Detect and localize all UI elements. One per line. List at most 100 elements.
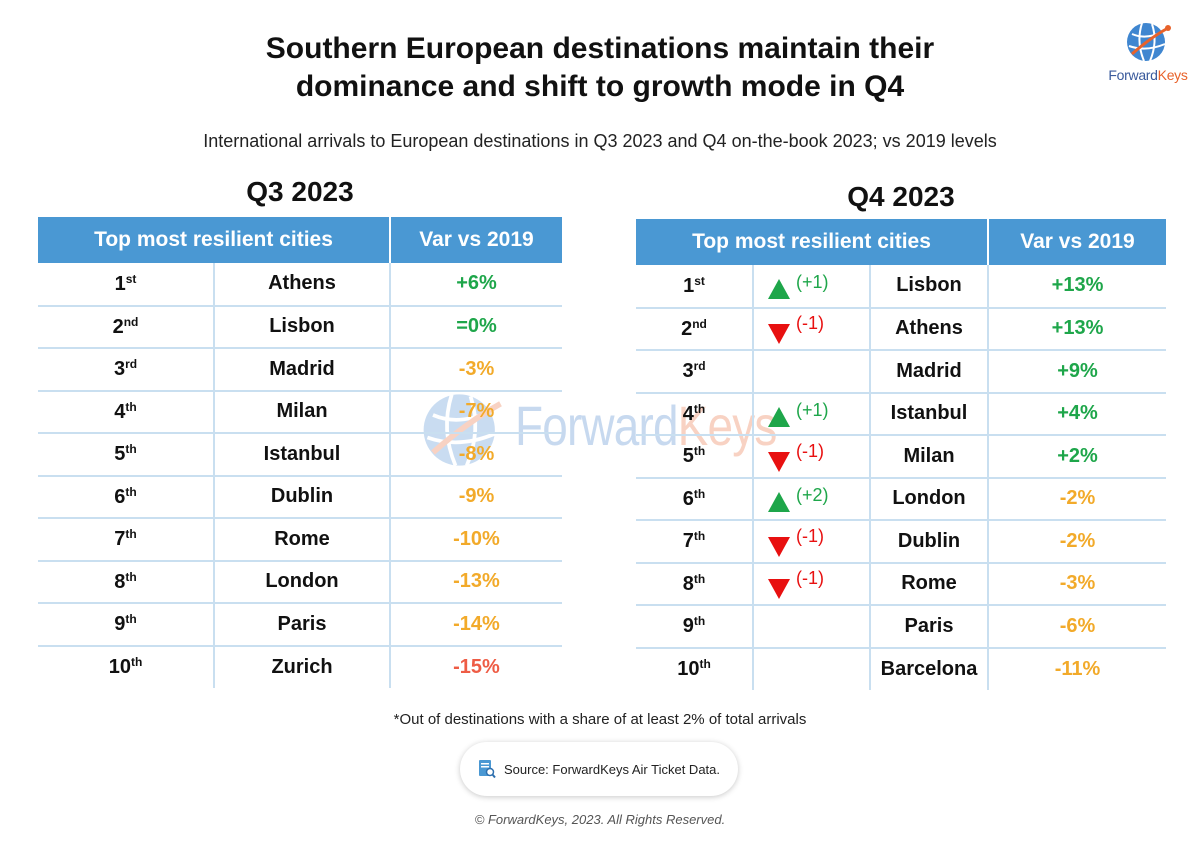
rank-number: 2 bbox=[112, 315, 124, 338]
q3-header-cities: Top most resilient cities bbox=[38, 217, 390, 263]
variance-cell: -3% bbox=[389, 348, 562, 392]
q4-header-var: Var vs 2019 bbox=[987, 219, 1166, 265]
rank-suffix: th bbox=[693, 486, 706, 501]
city-cell: London bbox=[213, 560, 390, 604]
rank-cell: 2nd bbox=[636, 307, 753, 351]
variance-cell: -2% bbox=[987, 520, 1166, 564]
rank-suffix: th bbox=[125, 484, 137, 499]
rank-change-label: (+1) bbox=[796, 400, 829, 421]
variance-cell: -14% bbox=[389, 603, 562, 647]
rank-suffix: th bbox=[125, 442, 137, 457]
city-cell: Rome bbox=[213, 518, 390, 562]
rank-change-cell: (-1) bbox=[752, 435, 870, 479]
rank-change-label: (-1) bbox=[796, 525, 824, 546]
variance-cell: -7% bbox=[389, 390, 562, 434]
table-row: 2nd Lisbon =0% bbox=[38, 305, 562, 349]
table-row: 2nd (-1) Athens +13% bbox=[636, 307, 1166, 351]
table-row: 4th (+1) Istanbul +4% bbox=[636, 392, 1166, 436]
rank-number: 10 bbox=[108, 656, 131, 679]
city-cell: Rome bbox=[869, 562, 988, 606]
triangle-up-icon bbox=[768, 407, 790, 428]
rank-suffix: th bbox=[693, 401, 706, 416]
variance-cell: +9% bbox=[987, 350, 1166, 394]
rank-suffix: nd bbox=[123, 314, 139, 329]
city-cell: Madrid bbox=[869, 350, 988, 394]
table-row: 5th (-1) Milan +2% bbox=[636, 435, 1166, 479]
rank-suffix: rd bbox=[693, 359, 706, 374]
rank-suffix: th bbox=[125, 569, 137, 584]
rank-number: 9 bbox=[682, 615, 694, 638]
table-row: 5th Istanbul -8% bbox=[38, 433, 562, 477]
table-row: 9th Paris -6% bbox=[636, 605, 1166, 649]
city-cell: Zurich bbox=[213, 645, 390, 688]
rank-number: 8 bbox=[682, 572, 694, 595]
chart-title: Southern European destinations maintain … bbox=[120, 30, 1080, 106]
q4-panel-title: Q4 2023 bbox=[847, 181, 955, 212]
city-cell: Lisbon bbox=[213, 305, 390, 349]
rank-suffix: th bbox=[693, 529, 706, 544]
variance-cell: =0% bbox=[389, 305, 562, 349]
variance-cell: +13% bbox=[987, 265, 1166, 309]
rank-cell: 3rd bbox=[636, 350, 753, 394]
rank-number: 1 bbox=[683, 274, 695, 297]
variance-cell: -15% bbox=[389, 645, 562, 688]
globe-icon bbox=[1127, 22, 1171, 62]
rank-change-cell: (-1) bbox=[752, 562, 870, 606]
rank-suffix: th bbox=[125, 612, 137, 627]
title-line-2: dominance and shift to growth mode in Q4 bbox=[295, 70, 905, 103]
rank-number: 1 bbox=[114, 272, 126, 295]
variance-cell: +13% bbox=[987, 307, 1166, 351]
variance-cell: -10% bbox=[389, 518, 562, 562]
rank-change-cell bbox=[752, 605, 870, 649]
variance-cell: -13% bbox=[389, 560, 562, 604]
variance-cell: -9% bbox=[389, 475, 562, 519]
rank-suffix: st bbox=[694, 273, 705, 288]
table-row: 8th (-1) Rome -3% bbox=[636, 562, 1166, 606]
source-text: Source: ForwardKeys Air Ticket Data. bbox=[503, 761, 721, 777]
city-cell: Milan bbox=[869, 435, 988, 479]
rank-suffix: st bbox=[125, 271, 137, 286]
variance-cell: -3% bbox=[987, 562, 1166, 606]
rank-change-cell: (+2) bbox=[752, 477, 870, 521]
rank-cell: 5th bbox=[636, 435, 753, 479]
rank-number: 7 bbox=[682, 530, 694, 553]
triangle-up-icon bbox=[768, 492, 790, 513]
rank-suffix: th bbox=[693, 614, 706, 629]
table-row: 3rd Madrid +9% bbox=[636, 350, 1166, 394]
rank-suffix: th bbox=[125, 399, 137, 414]
forwardkeys-logo: ForwardKeys bbox=[1108, 18, 1188, 88]
q3-ranking-table: Top most resilient cities Var vs 2019 1s… bbox=[38, 217, 562, 688]
city-cell: London bbox=[869, 477, 988, 521]
city-cell: Dublin bbox=[869, 520, 988, 564]
rank-number: 10 bbox=[677, 658, 700, 681]
q3-header-var: Var vs 2019 bbox=[389, 217, 562, 263]
rank-cell: 10th bbox=[38, 646, 214, 689]
city-cell: Istanbul bbox=[869, 392, 988, 436]
rank-number: 4 bbox=[682, 402, 694, 425]
table-row: 1st Athens +6% bbox=[38, 263, 562, 307]
rank-change-label: (-1) bbox=[796, 440, 824, 461]
city-cell: Milan bbox=[213, 390, 390, 434]
variance-cell: +4% bbox=[987, 392, 1166, 436]
table-row: 7th (-1) Dublin -2% bbox=[636, 520, 1166, 564]
rank-number: 4 bbox=[114, 400, 126, 423]
rank-change-cell bbox=[752, 350, 870, 394]
variance-cell: -2% bbox=[987, 477, 1166, 521]
source-pill: Source: ForwardKeys Air Ticket Data. bbox=[460, 742, 738, 796]
city-cell: Lisbon bbox=[869, 265, 988, 309]
rank-cell: 4th bbox=[636, 392, 753, 436]
table-row: 9th Paris -14% bbox=[38, 603, 562, 647]
q3-table-body: 1st Athens +6% 2nd Lisbon =0% 3rd Madrid -3% 4th M… bbox=[38, 263, 562, 688]
rank-cell: 4th bbox=[38, 390, 214, 434]
rank-cell: 8th bbox=[38, 560, 214, 604]
rank-cell: 7th bbox=[636, 520, 753, 564]
variance-cell: +2% bbox=[987, 435, 1166, 479]
logo-wordmark: ForwardKeys bbox=[1108, 67, 1188, 83]
rank-number: 2 bbox=[681, 317, 693, 340]
table-row: 8th London -13% bbox=[38, 560, 562, 604]
triangle-down-icon bbox=[768, 579, 790, 600]
triangle-down-icon bbox=[768, 536, 790, 557]
rank-suffix: th bbox=[125, 527, 137, 542]
rank-cell: 9th bbox=[38, 603, 214, 647]
table-row: 6th (+2) London -2% bbox=[636, 477, 1166, 521]
